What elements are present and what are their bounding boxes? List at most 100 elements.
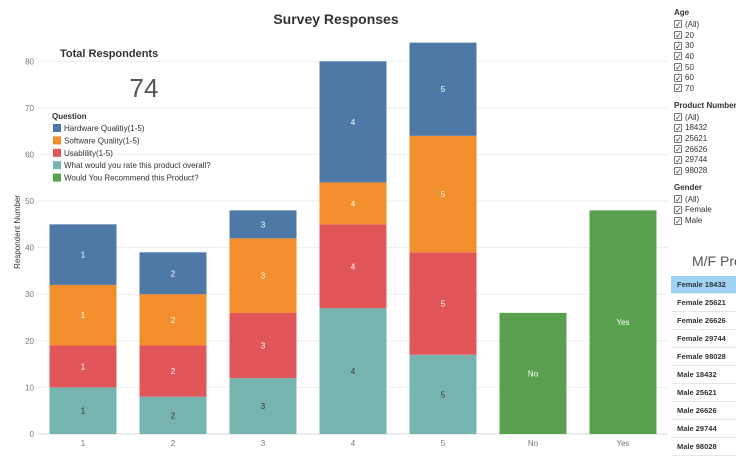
age-filter: Age ✓ (All) ✓ 20 ✓ 30 ✓ 40 ✓ 50 ✓ 60 ✓ 70 [674,8,736,94]
bar-segment[interactable] [229,378,297,434]
bar-segment[interactable] [139,345,207,397]
mf-table-row[interactable]: Male 25621 [671,384,736,402]
product-filter-option[interactable]: ✓ (All) [674,112,736,123]
bar-segment[interactable] [139,294,207,346]
checkbox-checked-icon[interactable]: ✓ [674,195,682,205]
product-filter-option[interactable]: ✓ 18432 [674,123,736,134]
filter-panel: Age ✓ (All) ✓ 20 ✓ 30 ✓ 40 ✓ 50 ✓ 60 ✓ 70 Product Num… [674,8,736,233]
product-filter-option[interactable]: ✓ 25621 [674,133,736,144]
bar-segment[interactable] [229,238,297,313]
checkbox-checked-icon[interactable]: ✓ [674,84,682,94]
mf-product-title: M/F Pro [692,253,736,269]
bar-data-label: 4 [351,262,356,271]
checkbox-checked-icon[interactable]: ✓ [674,52,682,62]
age-filter-option[interactable]: ✓ 40 [674,51,736,62]
bar-segment[interactable] [229,312,297,379]
checkbox-checked-icon[interactable]: ✓ [674,205,682,215]
bar-segment[interactable] [409,354,477,434]
bar-data-label: 5 [441,300,446,309]
age-filter-option-label: 50 [685,62,694,72]
checkbox-checked-icon[interactable]: ✓ [674,216,682,226]
chart-title: Survey Responses [273,11,398,27]
bar-segment[interactable] [409,42,477,136]
bar-data-label: 3 [261,272,266,281]
mf-table-row[interactable]: Male 26626 [671,402,736,420]
mf-table-row[interactable]: Female 26626 [671,312,736,330]
age-filter-option-label: 70 [685,83,694,93]
age-filter-option[interactable]: ✓ 30 [674,40,736,51]
age-filter-option[interactable]: ✓ 60 [674,72,736,83]
checkbox-checked-icon[interactable]: ✓ [674,155,682,165]
checkbox-checked-icon[interactable]: ✓ [674,166,682,176]
legend-item-label[interactable]: Software Quality(1-5) [64,136,140,145]
y-tick-label: 20 [25,337,34,346]
age-filter-option[interactable]: ✓ 20 [674,30,736,41]
checkbox-checked-icon[interactable]: ✓ [674,73,682,83]
gender-filter-option[interactable]: ✓ Female [674,205,736,216]
y-tick-label: 30 [25,290,34,299]
bar-data-label: 4 [351,118,356,127]
y-tick-label: 50 [25,197,34,206]
bar-segment[interactable] [319,308,387,434]
gender-filter-option[interactable]: ✓ (All) [674,194,736,205]
checkbox-checked-icon[interactable]: ✓ [674,20,682,30]
bar-data-label: 4 [351,199,356,208]
product-filter-option[interactable]: ✓ 29744 [674,155,736,166]
bar-segment[interactable] [319,61,387,183]
checkbox-checked-icon[interactable]: ✓ [674,31,682,41]
product-filter-option[interactable]: ✓ 26626 [674,144,736,155]
legend-item-label[interactable]: Usablility(1-5) [64,149,113,158]
bar-segment[interactable] [49,387,117,434]
bar-segment[interactable] [229,210,297,239]
checkbox-checked-icon[interactable]: ✓ [674,145,682,155]
legend-swatch [53,161,61,170]
bar-data-label: 1 [81,311,86,320]
legend-item-label[interactable]: Hardware Qualitiy(1-5) [64,124,145,133]
bar-data-label: 1 [81,251,86,260]
bar-segment[interactable] [139,396,207,434]
product-filter-option[interactable]: ✓ 98028 [674,165,736,176]
bar-segment[interactable] [49,224,117,285]
age-filter-option[interactable]: ✓ (All) [674,19,736,30]
product-filter: Product Number ✓ (All) ✓ 18432 ✓ 25621 ✓ 26626 ✓… [674,101,736,176]
legend-swatch [53,124,61,132]
gender-filter-option[interactable]: ✓ Male [674,215,736,226]
age-filter-option[interactable]: ✓ 70 [674,83,736,94]
age-filter-option-label: 40 [685,51,694,61]
bar-segment[interactable] [139,252,207,295]
product-filter-option-label: 29744 [685,155,708,165]
mf-table-row[interactable]: Female 29744 [671,330,736,348]
bar-data-label: 2 [171,316,176,325]
x-tick-label: 1 [81,439,86,448]
bar-segment[interactable] [589,210,657,434]
mf-table-row[interactable]: Female 18432 [671,276,736,294]
bar-segment[interactable] [409,252,477,355]
bar-segment[interactable] [49,284,117,346]
bar-data-label: 2 [171,367,176,376]
kpi-title: Total Respondents [60,48,158,60]
checkbox-checked-icon[interactable]: ✓ [674,63,682,73]
mf-table-row[interactable]: Male 98028 [671,438,736,456]
mf-table-row[interactable]: Male 29744 [671,420,736,438]
checkbox-checked-icon[interactable]: ✓ [674,41,682,51]
mf-table-row[interactable]: Male 18432 [671,366,736,384]
checkbox-checked-icon[interactable]: ✓ [674,134,682,144]
legend-item-label[interactable]: What would you rate this product overall… [64,161,211,170]
bar-segment[interactable] [319,224,387,309]
bar-segment[interactable] [319,182,387,225]
legend-item-label[interactable]: Would You Recommend this Product? [64,174,199,183]
product-filter-option-label: 18432 [685,123,708,133]
bar-segment[interactable] [499,312,567,434]
bar-segment[interactable] [49,345,117,388]
mf-table-row[interactable]: Female 98028 [671,348,736,366]
x-tick-label: Yes [616,439,629,448]
age-filter-option[interactable]: ✓ 50 [674,62,736,73]
chart-legend: Question Hardware Qualitiy(1-5) Software Q… [52,112,211,183]
mf-table-row[interactable]: Female 25621 [671,294,736,312]
bar-segment[interactable] [409,135,477,253]
gender-filter-option-label: Male [685,216,703,226]
checkbox-checked-icon[interactable]: ✓ [674,113,682,123]
legend-swatch [53,136,61,145]
product-filter-title: Product Number [674,100,736,110]
checkbox-checked-icon[interactable]: ✓ [674,123,682,133]
